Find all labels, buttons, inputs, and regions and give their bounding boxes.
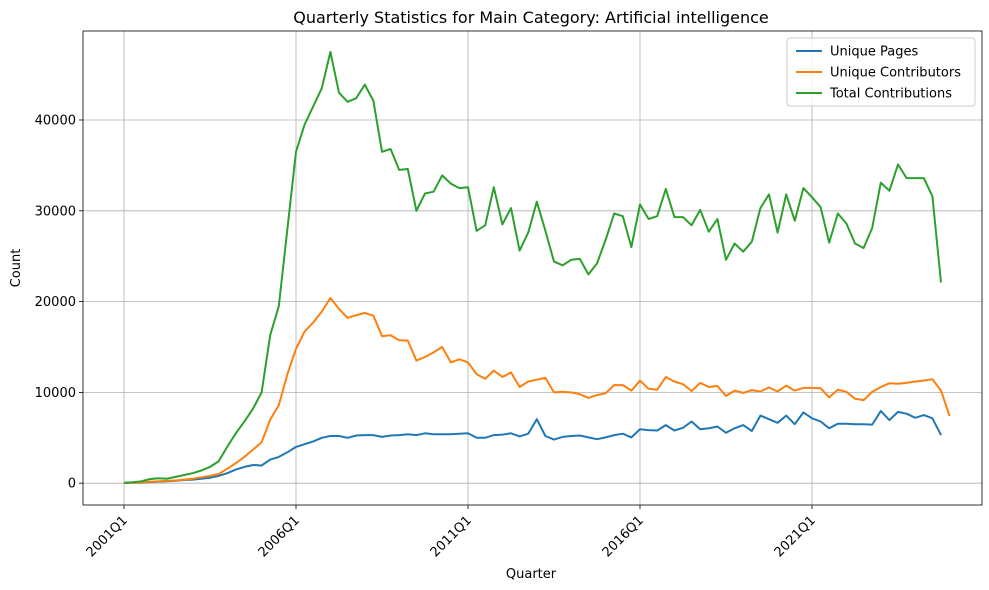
y-axis-label: Count [9, 249, 24, 288]
legend-entry: Unique Contributors [830, 66, 961, 81]
series-line-total-contributions [123, 50, 942, 484]
series-group [123, 50, 951, 484]
legend: Unique Pages Unique Contributors Total Con… [786, 37, 976, 107]
x-grid [123, 31, 813, 505]
series-line-unique-contributors [123, 297, 951, 484]
chart-title: Quarterly Statistics for Main Category: … [293, 8, 769, 27]
legend-box [786, 37, 976, 107]
plot-frame [82, 30, 983, 506]
y-tick-label: 40000 [35, 113, 76, 128]
plot-area [82, 30, 983, 506]
y-axis: 0 10000 20000 30000 40000 [35, 113, 83, 492]
legend-entry: Total Contributions [829, 87, 952, 102]
x-axis-label: Quarter [506, 567, 557, 582]
y-tick-label: 30000 [35, 204, 76, 219]
y-tick-label: 20000 [35, 295, 76, 310]
y-tick-label: 10000 [35, 386, 76, 401]
series-line-unique-pages [123, 410, 942, 484]
y-grid [83, 119, 982, 484]
legend-entry: Unique Pages [830, 45, 918, 60]
y-tick-label: 0 [68, 477, 76, 492]
